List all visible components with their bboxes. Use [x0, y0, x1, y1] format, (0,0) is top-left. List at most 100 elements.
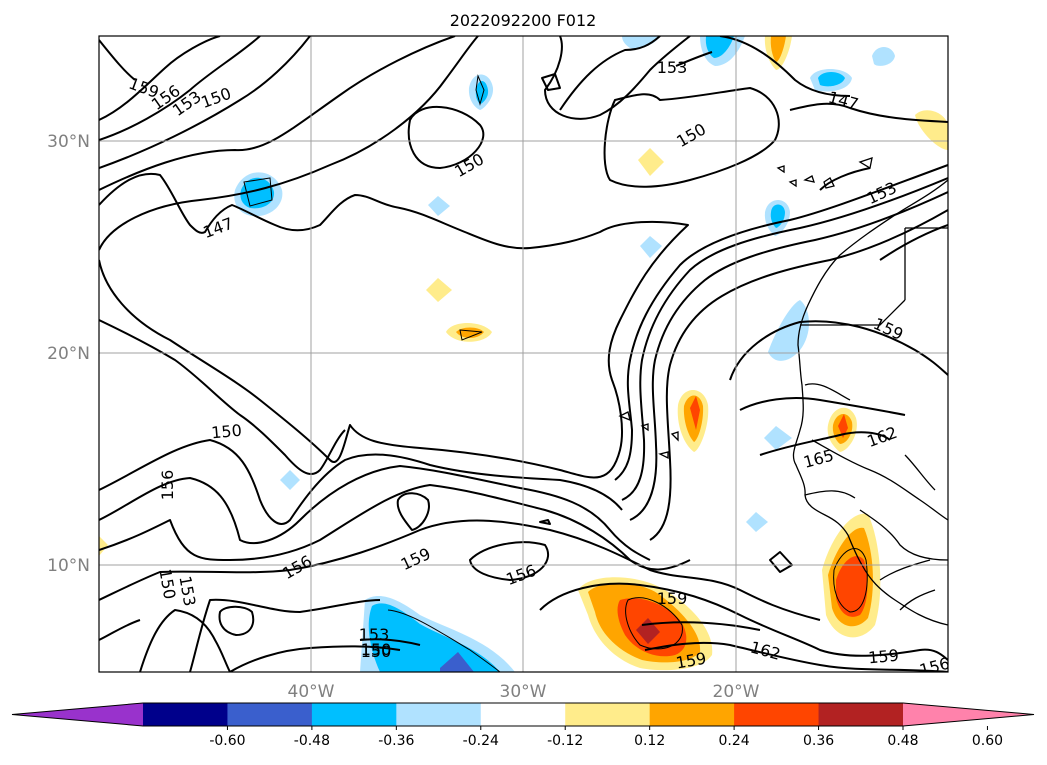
colorbar-swatch — [649, 703, 735, 726]
colorbar-tick-label: -0.60 — [209, 733, 245, 749]
island — [776, 165, 785, 174]
island — [858, 157, 873, 170]
lon-label: 40°W — [288, 682, 335, 702]
border-line — [859, 509, 948, 561]
contour-line — [649, 209, 948, 541]
contour-line — [641, 621, 761, 631]
island — [803, 175, 815, 183]
contour-line — [559, 36, 661, 111]
shade-pos-light — [426, 278, 452, 302]
figure-title: 2022092200 F012 — [450, 11, 597, 30]
shade-neg-light — [764, 426, 792, 450]
graticule — [99, 36, 948, 672]
colorbar-tick-label: 0.36 — [803, 733, 834, 749]
contour-line — [469, 541, 550, 581]
border-line — [899, 589, 936, 611]
height-contours — [99, 36, 948, 672]
shade-pos-high — [690, 396, 700, 430]
colorbar: -0.60 -0.48 -0.36 -0.24 -0.12 0.12 0.24 0.36 0.4… — [11, 702, 1035, 749]
contour-line — [739, 397, 906, 416]
shade-neg-mid — [705, 36, 734, 58]
border-line — [804, 383, 851, 401]
contour-line — [644, 641, 948, 672]
contour-line — [99, 172, 689, 479]
contour-line — [544, 36, 691, 120]
map-panel: 159 156 153 150 147 150 153 147 150 153 … — [98, 35, 949, 673]
shade-neg-light — [768, 300, 809, 361]
shade-neg-dark — [440, 652, 474, 672]
africa-coast — [792, 179, 948, 626]
lat-label: 20°N — [47, 344, 90, 364]
contour-label: 150 — [210, 421, 242, 443]
shade-pos-mid — [770, 36, 786, 62]
contour-line — [675, 51, 713, 67]
colorbar-tick-label: -0.24 — [463, 733, 499, 749]
colorbar-outline — [11, 702, 1035, 727]
colorbar-swatch — [227, 703, 313, 726]
contour-line — [629, 191, 948, 521]
contour-line — [614, 164, 948, 481]
lat-label: 10°N — [47, 556, 90, 576]
coastlines — [618, 157, 948, 626]
border-line — [904, 454, 936, 491]
contour-line — [759, 431, 891, 456]
shade-neg-light — [280, 470, 300, 490]
shade-neg-light — [640, 236, 662, 258]
contour-line — [99, 319, 346, 475]
contour-line — [819, 167, 871, 191]
contour-line — [99, 439, 623, 525]
colorbar-swatch — [734, 703, 820, 726]
shade-neg-light — [428, 196, 450, 216]
colorbar-swatch — [480, 703, 566, 726]
colorbar-swatch — [818, 703, 904, 726]
contour-line — [539, 582, 948, 661]
shade-neg-mid — [368, 603, 500, 672]
contour-label: 159 — [657, 589, 688, 608]
colorbar-swatch — [396, 703, 482, 726]
island — [788, 179, 797, 188]
contour-line — [189, 598, 381, 672]
border-line — [804, 490, 856, 499]
border-line — [800, 299, 906, 326]
island — [618, 411, 631, 422]
contour-line — [99, 484, 691, 571]
contour-line — [539, 519, 551, 525]
contour-line — [218, 605, 255, 636]
contour-line — [99, 36, 311, 169]
shade-pos-high — [836, 556, 868, 617]
lon-label: 30°W — [500, 682, 547, 702]
colorbar-tick-label: 0.60 — [972, 733, 1003, 749]
contour-line — [407, 106, 485, 169]
contour-line — [99, 36, 221, 121]
colorbar-tick-label: -0.48 — [294, 733, 330, 749]
contour-label: 150 — [361, 642, 392, 661]
map-content: 159 156 153 150 147 150 153 147 150 153 … — [99, 36, 948, 673]
border-line — [811, 439, 948, 521]
shade-pos-high — [838, 414, 848, 438]
colorbar-tick-label: 0.12 — [634, 733, 665, 749]
shade-pos-light — [638, 148, 664, 176]
axis-labels: 30°N 20°N 10°N 40°W 30°W 20°W — [47, 132, 760, 702]
contour-line — [99, 36, 479, 251]
colorbar-tick-label: 0.24 — [719, 733, 750, 749]
colorbar-tick-label: -0.12 — [547, 733, 583, 749]
contour-line — [229, 645, 401, 672]
shade-neg-mid — [818, 72, 845, 87]
colorbar-swatch — [565, 703, 651, 726]
contour-line — [99, 519, 821, 621]
shade-pos-light — [99, 536, 108, 556]
contour-label: 159 — [674, 649, 707, 673]
shaded-regions — [99, 36, 948, 672]
island — [658, 451, 669, 460]
contour-line — [99, 465, 651, 561]
contour-line — [99, 39, 136, 81]
border-line — [879, 559, 931, 581]
contour-line — [603, 87, 780, 188]
shade-neg-light — [746, 512, 768, 532]
contour-label: 153 — [359, 625, 390, 644]
contour-label: 153 — [657, 58, 688, 77]
lat-label: 30°N — [47, 132, 90, 152]
colorbar-extend-low — [12, 703, 143, 726]
contour-line — [359, 638, 421, 646]
